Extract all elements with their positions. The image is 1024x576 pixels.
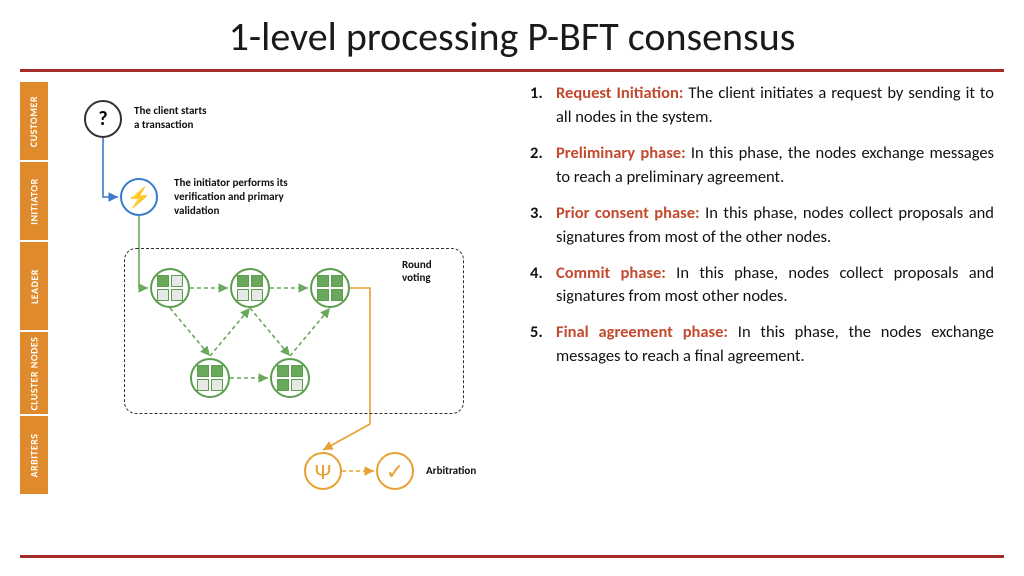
arbiter-1: ✓ <box>376 452 414 490</box>
cluster-top-1 <box>230 268 270 308</box>
cluster-top-2 <box>310 268 350 308</box>
slide-title: 1-level processing P-BFT consensus <box>0 0 1024 69</box>
initiator-node: ⚡ <box>120 178 158 216</box>
content-row: CUSTOMERINITIATORLEADERCLUSTER NODESARBI… <box>0 72 1024 542</box>
voting-label: Roundvoting <box>402 258 432 284</box>
cluster-top-0 <box>150 268 190 308</box>
step-name: Request Initiation: <box>556 83 683 103</box>
cluster-bot-0 <box>190 358 230 398</box>
step-2: Preliminary phase: In this phase, the no… <box>530 142 994 190</box>
lane-cluster-nodes: CLUSTER NODES <box>20 332 48 414</box>
swimlanes: CUSTOMERINITIATORLEADERCLUSTER NODESARBI… <box>20 82 48 494</box>
text-panel: Request Initiation: The client initiates… <box>530 82 1004 542</box>
step-name: Prior consent phase: <box>556 203 700 223</box>
arbiter-0: Ψ <box>304 452 342 490</box>
diagram-canvas: ? The client startsa transaction ⚡ The init… <box>54 82 504 542</box>
rule-bottom <box>20 555 1004 558</box>
step-name: Preliminary phase: <box>556 143 686 163</box>
lane-customer: CUSTOMER <box>20 82 48 160</box>
step-name: Commit phase: <box>556 263 666 283</box>
lane-initiator: INITIATOR <box>20 162 48 240</box>
arbitration-label: Arbitration <box>426 464 476 477</box>
customer-label: The client startsa transaction <box>134 104 207 132</box>
initiator-label: The initiator performs itsverification a… <box>174 176 288 217</box>
customer-node: ? <box>84 100 122 138</box>
step-name: Final agreement phase: <box>556 322 728 342</box>
step-list: Request Initiation: The client initiates… <box>530 82 994 369</box>
step-5: Final agreement phase: In this phase, th… <box>530 321 994 369</box>
step-4: Commit phase: In this phase, nodes colle… <box>530 262 994 310</box>
step-1: Request Initiation: The client initiates… <box>530 82 994 130</box>
lane-arbiters: ARBITERS <box>20 416 48 494</box>
step-3: Prior consent phase: In this phase, node… <box>530 202 994 250</box>
diagram-panel: CUSTOMERINITIATORLEADERCLUSTER NODESARBI… <box>20 82 510 542</box>
lane-leader: LEADER <box>20 242 48 330</box>
cluster-bot-1 <box>270 358 310 398</box>
